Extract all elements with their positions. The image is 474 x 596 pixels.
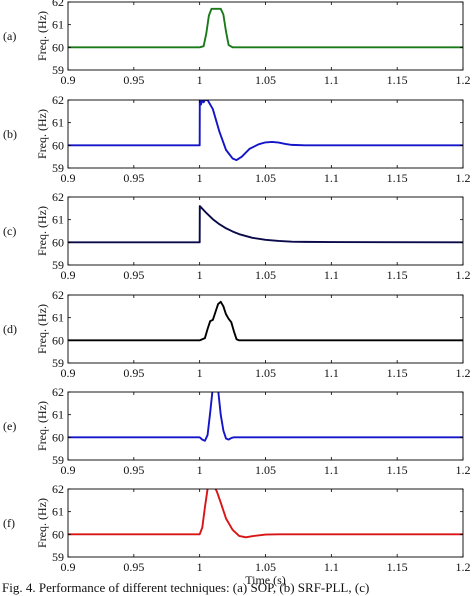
x-tick-label: 1: [197, 268, 203, 282]
series-line: [68, 300, 463, 342]
y-axis-label: Freq. (Hz): [35, 498, 49, 548]
y-tick-label: 59: [52, 453, 64, 467]
y-tick-label: 60: [52, 527, 64, 541]
series-line: [68, 489, 463, 539]
x-tick-label: 1.05: [255, 171, 276, 185]
x-tick-label: 1.1: [324, 366, 339, 380]
plot-frame: [67, 196, 464, 266]
x-tick-label: 1.2: [456, 560, 471, 574]
panel-label: (e): [3, 419, 16, 433]
y-tick-label: 62: [52, 190, 64, 204]
y-axis-label: Freq. (Hz): [35, 109, 49, 159]
y-tick-label: 61: [52, 18, 64, 32]
series-line: [68, 7, 463, 49]
y-tick-label: 61: [52, 311, 64, 325]
x-tick-label: 1.1: [324, 560, 339, 574]
figure-caption: Fig. 4. Performance of different techniq…: [2, 580, 370, 595]
x-tick-label: 1.15: [387, 366, 408, 380]
x-tick-label: 1.1: [324, 171, 339, 185]
y-tick-label: 62: [52, 482, 64, 496]
x-tick-label: 1.05: [255, 268, 276, 282]
plot-frame: [67, 99, 464, 169]
x-tick-label: 1.2: [456, 366, 471, 380]
y-tick-label: 59: [52, 356, 64, 370]
plot-frame: [67, 294, 464, 364]
y-tick-label: 62: [52, 93, 64, 107]
x-tick-label: 1.1: [324, 268, 339, 282]
y-tick-label: 60: [52, 138, 64, 152]
x-tick-label: 0.9: [61, 463, 76, 477]
x-tick-label: 1.2: [456, 171, 471, 185]
y-tick-label: 59: [52, 63, 64, 77]
x-tick-label: 0.9: [61, 171, 76, 185]
x-tick-label: 1: [197, 560, 203, 574]
panel-label: (d): [3, 322, 17, 336]
x-tick-label: 0.95: [123, 366, 144, 380]
y-axis-label: Freq. (Hz): [35, 11, 49, 61]
x-axis-label: Time (s): [245, 573, 286, 587]
x-tick-label: 0.9: [61, 268, 76, 282]
x-tick-label: 1: [197, 366, 203, 380]
y-axis-label: Freq. (Hz): [35, 401, 49, 451]
y-tick-label: 59: [52, 550, 64, 564]
x-tick-label: 0.95: [123, 268, 144, 282]
y-tick-label: 62: [52, 385, 64, 399]
x-tick-label: 1.2: [456, 268, 471, 282]
series-line: [68, 205, 463, 244]
y-tick-label: 61: [52, 213, 64, 227]
x-tick-label: 1.05: [255, 366, 276, 380]
x-tick-label: 0.95: [123, 463, 144, 477]
x-tick-label: 1: [197, 171, 203, 185]
y-tick-label: 61: [52, 408, 64, 422]
plot-frame: [67, 1, 464, 71]
y-tick-label: 62: [52, 0, 64, 9]
x-tick-label: 1: [197, 463, 203, 477]
x-tick-label: 1: [197, 73, 203, 87]
y-tick-label: 61: [52, 116, 64, 130]
x-tick-label: 0.9: [61, 366, 76, 380]
x-tick-label: 1.2: [456, 73, 471, 87]
y-tick-label: 62: [52, 288, 64, 302]
x-tick-label: 1.15: [387, 560, 408, 574]
plot-frame: [67, 391, 464, 461]
plot-frame: [67, 488, 464, 558]
x-tick-label: 1.15: [387, 73, 408, 87]
x-tick-label: 1.15: [387, 268, 408, 282]
panel-label: (c): [3, 224, 16, 238]
x-tick-label: 1.1: [324, 463, 339, 477]
x-tick-label: 0.95: [123, 73, 144, 87]
x-tick-label: 1.1: [324, 73, 339, 87]
x-tick-label: 1.05: [255, 73, 276, 87]
y-tick-label: 60: [52, 235, 64, 249]
y-axis-label: Freq. (Hz): [35, 206, 49, 256]
panel-label: (b): [3, 127, 17, 141]
y-tick-label: 60: [52, 430, 64, 444]
y-axis-label: Freq. (Hz): [35, 304, 49, 354]
x-tick-label: 0.95: [123, 560, 144, 574]
x-tick-label: 1.15: [387, 463, 408, 477]
y-tick-label: 60: [52, 40, 64, 54]
y-tick-label: 59: [52, 258, 64, 272]
series-line: [68, 392, 463, 442]
x-tick-label: 1.2: [456, 463, 471, 477]
y-tick-label: 60: [52, 333, 64, 347]
y-tick-label: 61: [52, 505, 64, 519]
panel-label: (a): [3, 29, 16, 43]
panel-label: (f): [3, 516, 15, 530]
x-tick-label: 0.9: [61, 73, 76, 87]
x-tick-label: 0.9: [61, 560, 76, 574]
series-line: [68, 100, 463, 162]
x-tick-label: 0.95: [123, 171, 144, 185]
y-tick-label: 59: [52, 161, 64, 175]
x-tick-label: 1.05: [255, 560, 276, 574]
x-tick-label: 1.05: [255, 463, 276, 477]
x-tick-label: 1.15: [387, 171, 408, 185]
